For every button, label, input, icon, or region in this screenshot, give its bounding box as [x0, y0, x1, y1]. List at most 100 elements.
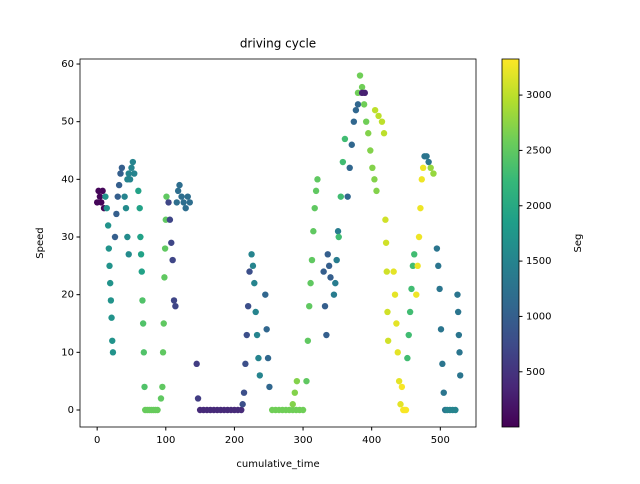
point — [109, 349, 117, 356]
point — [303, 377, 310, 385]
point — [352, 106, 360, 114]
point — [117, 170, 124, 177]
point — [456, 349, 463, 356]
point — [137, 251, 145, 258]
point — [409, 262, 417, 270]
point — [384, 308, 391, 316]
y-tick-label: 20 — [61, 290, 74, 301]
point — [239, 401, 246, 408]
point — [249, 262, 257, 270]
point — [394, 349, 401, 356]
point — [384, 337, 392, 344]
point — [360, 101, 368, 108]
point — [330, 291, 338, 298]
point — [266, 383, 273, 391]
point — [413, 291, 420, 298]
point — [439, 360, 446, 368]
colorbar-label: Seg — [573, 234, 584, 253]
point — [161, 274, 168, 281]
point — [337, 193, 344, 200]
colorbar-tick-label: 2000 — [526, 201, 551, 212]
point — [137, 233, 144, 241]
point — [307, 279, 314, 287]
point — [371, 106, 379, 114]
point — [397, 401, 404, 408]
point — [383, 268, 390, 275]
point — [194, 395, 202, 402]
point — [306, 302, 313, 310]
point — [308, 256, 316, 264]
point — [398, 383, 406, 391]
point — [293, 377, 301, 385]
point — [109, 337, 116, 344]
point — [141, 383, 148, 391]
point — [382, 216, 389, 223]
point — [114, 193, 121, 200]
point — [264, 354, 272, 362]
point — [365, 130, 372, 137]
point — [96, 193, 104, 200]
point — [361, 89, 369, 97]
point — [430, 170, 437, 177]
point — [346, 164, 353, 172]
chart-title: driving cycle — [240, 37, 316, 51]
point — [390, 268, 397, 275]
point — [418, 176, 425, 183]
point — [139, 320, 147, 327]
point — [108, 314, 115, 321]
point — [327, 274, 334, 281]
x-tick-label: 400 — [362, 435, 381, 446]
point — [419, 164, 427, 172]
point — [391, 291, 399, 298]
point — [105, 245, 113, 252]
point — [154, 406, 161, 414]
point — [325, 262, 333, 270]
point — [244, 302, 252, 310]
x-tick-label: 100 — [156, 435, 175, 446]
point — [107, 297, 115, 304]
point — [455, 331, 463, 339]
point — [348, 141, 355, 148]
point — [312, 187, 320, 195]
point — [408, 285, 415, 293]
point — [121, 193, 128, 200]
point — [243, 331, 250, 339]
point — [437, 326, 445, 333]
point — [111, 233, 119, 241]
point — [99, 187, 106, 195]
x-tick-label: 0 — [94, 435, 100, 446]
point — [186, 199, 194, 206]
point — [415, 233, 423, 241]
point — [125, 251, 132, 258]
point — [425, 158, 432, 166]
point — [256, 372, 264, 379]
point — [310, 228, 317, 235]
point — [402, 406, 410, 414]
point — [168, 239, 175, 246]
point — [182, 204, 189, 212]
colorbar-frame — [501, 58, 520, 428]
point — [311, 204, 318, 212]
point — [246, 268, 253, 275]
point — [238, 406, 245, 414]
point — [435, 262, 442, 270]
y-tick-label: 10 — [61, 347, 74, 358]
point — [160, 320, 167, 327]
point — [405, 331, 412, 339]
point — [263, 326, 270, 333]
point — [122, 204, 130, 212]
point — [106, 279, 114, 287]
point — [125, 170, 132, 177]
point — [104, 222, 112, 229]
point — [433, 245, 441, 252]
point — [124, 233, 131, 241]
colorbar-tick-label: 3000 — [526, 90, 551, 101]
point — [354, 101, 362, 108]
point — [113, 210, 120, 218]
point — [332, 279, 339, 287]
point — [369, 164, 376, 172]
point — [140, 349, 148, 356]
point — [362, 118, 370, 125]
point — [165, 199, 172, 206]
point — [180, 199, 187, 206]
